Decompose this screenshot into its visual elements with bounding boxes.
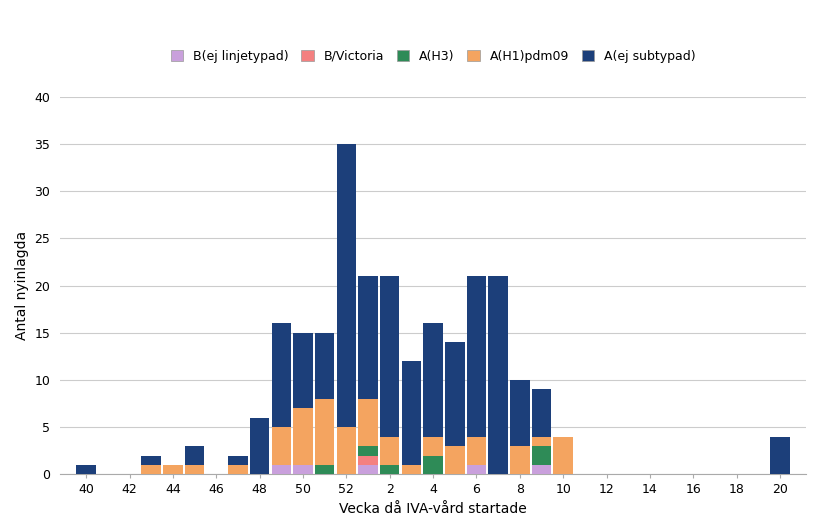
Legend: B(ej linjetypad), B/Victoria, A(H3), A(H1)pdm09, A(ej subtypad): B(ej linjetypad), B/Victoria, A(H3), A(H…: [167, 46, 699, 67]
Bar: [358, 456, 378, 465]
Bar: [315, 333, 334, 399]
Bar: [424, 323, 443, 436]
X-axis label: Vecka då IVA-vård startade: Vecka då IVA-vård startade: [339, 502, 527, 516]
Bar: [466, 436, 486, 465]
Bar: [228, 456, 248, 465]
Y-axis label: Antal nyinlagda: Antal nyinlagda: [15, 231, 29, 340]
Bar: [532, 465, 551, 474]
Bar: [380, 276, 400, 436]
Bar: [293, 333, 313, 408]
Bar: [315, 399, 334, 465]
Bar: [141, 456, 161, 465]
Bar: [185, 446, 204, 465]
Bar: [185, 465, 204, 474]
Bar: [228, 465, 248, 474]
Bar: [358, 446, 378, 456]
Bar: [293, 408, 313, 465]
Bar: [510, 446, 530, 474]
Bar: [76, 465, 96, 474]
Bar: [532, 436, 551, 446]
Bar: [445, 342, 465, 446]
Bar: [250, 418, 269, 474]
Bar: [315, 465, 334, 474]
Bar: [272, 323, 291, 427]
Bar: [293, 465, 313, 474]
Bar: [358, 465, 378, 474]
Bar: [770, 436, 790, 474]
Bar: [424, 436, 443, 456]
Bar: [358, 399, 378, 446]
Bar: [380, 465, 400, 474]
Bar: [163, 465, 182, 474]
Bar: [532, 389, 551, 436]
Bar: [553, 436, 573, 474]
Bar: [532, 446, 551, 465]
Bar: [272, 465, 291, 474]
Bar: [380, 436, 400, 465]
Bar: [488, 276, 508, 474]
Bar: [141, 465, 161, 474]
Bar: [401, 361, 421, 465]
Bar: [401, 465, 421, 474]
Bar: [510, 380, 530, 446]
Bar: [466, 465, 486, 474]
Bar: [337, 144, 356, 427]
Bar: [466, 276, 486, 436]
Bar: [445, 446, 465, 474]
Bar: [358, 276, 378, 399]
Bar: [272, 427, 291, 465]
Bar: [424, 456, 443, 474]
Bar: [337, 427, 356, 474]
